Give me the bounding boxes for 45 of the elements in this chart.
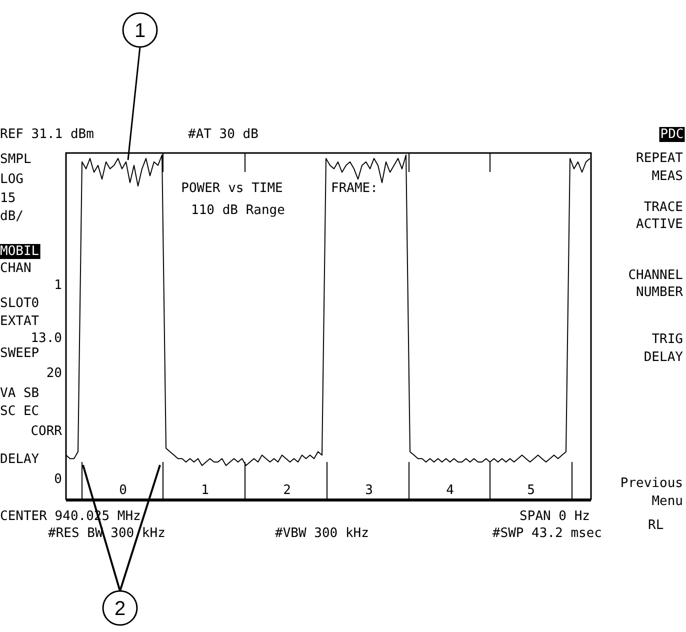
- text: MEAS: [652, 169, 683, 184]
- text: 1: [54, 278, 62, 293]
- text: SWEEP: [0, 346, 40, 361]
- text: CORR: [30, 424, 62, 439]
- text: 0: [54, 472, 62, 487]
- text: RL: [648, 518, 664, 533]
- text: POWER vs TIME: [181, 181, 283, 196]
- text: Menu: [652, 494, 683, 509]
- text: DELAY: [0, 452, 40, 467]
- text: ACTIVE: [636, 217, 683, 232]
- text: CHAN: [0, 261, 32, 276]
- annotation: 3: [365, 483, 373, 498]
- text: REPEAT: [636, 151, 684, 166]
- text: TRIG: [652, 332, 684, 347]
- text: NUMBER: [636, 285, 684, 300]
- text: CHANNEL: [628, 268, 684, 283]
- annotation: 4: [446, 483, 454, 498]
- text: PDC: [660, 127, 684, 142]
- text: EXTAT: [0, 314, 40, 329]
- text: VA SB: [0, 386, 40, 401]
- text: #VBW 300 kHz: [275, 526, 369, 541]
- text: SLOT0: [0, 296, 40, 311]
- text: #SWP 43.2 msec: [492, 526, 602, 541]
- annotation: 1: [201, 483, 209, 498]
- text: TRACE: [644, 200, 683, 215]
- text: 2: [114, 598, 126, 620]
- text: #AT 30 dB: [188, 127, 259, 142]
- text: LOG: [0, 172, 24, 187]
- text: SPAN 0 Hz: [520, 509, 590, 524]
- text: MOBIL: [0, 244, 40, 259]
- annotation: 5: [527, 483, 535, 498]
- text: SMPL: [0, 152, 32, 167]
- text: Previous: [620, 476, 683, 491]
- text: 13.0: [30, 331, 62, 346]
- annotation: 0: [119, 483, 127, 498]
- text: 15: [0, 191, 16, 206]
- text: 1: [134, 20, 146, 42]
- text: REF 31.1 dBm: [0, 127, 94, 142]
- text: SC EC: [0, 404, 40, 419]
- text: 110 dB Range: [191, 203, 286, 218]
- annotation: 2: [283, 483, 291, 498]
- annotation: FRAME:: [331, 181, 378, 196]
- text: 20: [46, 366, 62, 381]
- text: dB/: [0, 209, 24, 224]
- text: DELAY: [644, 350, 684, 365]
